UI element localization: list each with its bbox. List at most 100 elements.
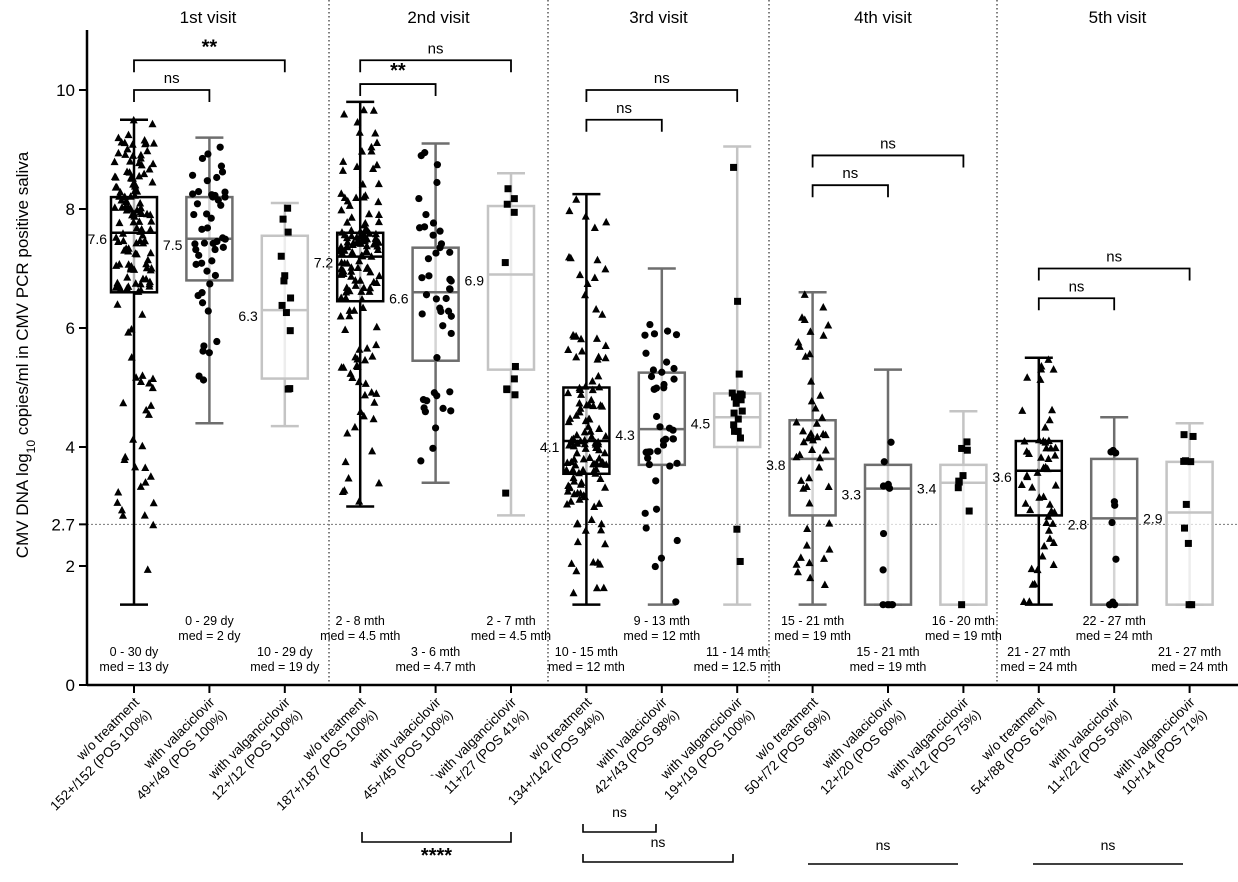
data-point [146, 248, 155, 257]
data-point [213, 337, 221, 346]
data-point [138, 274, 147, 283]
data-point [816, 453, 825, 462]
data-point [358, 251, 367, 260]
data-point [347, 226, 356, 234]
data-point [110, 203, 119, 211]
median-label: 6.9 [465, 272, 485, 288]
data-point [590, 223, 599, 232]
data-point [206, 280, 214, 288]
data-point [1044, 436, 1053, 444]
data-point [563, 458, 572, 467]
data-point [193, 200, 202, 208]
median-label: 7.5 [163, 237, 183, 253]
data-point [374, 238, 383, 246]
data-point [503, 200, 511, 208]
data-point [127, 353, 136, 361]
data-point [585, 453, 594, 462]
data-point [802, 541, 811, 549]
data-point [568, 465, 577, 474]
bracket-line [359, 83, 437, 97]
data-point [808, 445, 817, 454]
range-label: 21 - 27 mth [1158, 645, 1221, 659]
bracket-line [361, 832, 512, 843]
data-points [954, 438, 973, 609]
data-point [592, 304, 601, 313]
data-point [581, 290, 590, 299]
data-point [354, 377, 363, 386]
data-point [581, 382, 590, 390]
data-point [358, 294, 367, 303]
data-point [337, 258, 346, 266]
bottom-significance-bracket: ns [1033, 837, 1183, 865]
bracket-label: ns [428, 40, 444, 57]
data-point [345, 311, 354, 320]
median-label: 7.2 [314, 255, 334, 271]
data-point [148, 383, 157, 392]
data-point [131, 279, 140, 287]
data-point [123, 273, 132, 281]
data-point [572, 352, 581, 361]
data-point [569, 330, 578, 339]
data-point [418, 310, 426, 318]
data-point [800, 290, 809, 298]
data-point [581, 444, 590, 452]
data-point [359, 283, 368, 292]
data-point [652, 412, 661, 421]
data-point [351, 281, 360, 289]
data-point [281, 272, 289, 280]
data-point [584, 414, 593, 423]
data-point [601, 341, 610, 350]
data-point [565, 206, 574, 215]
data-point [146, 472, 155, 480]
data-point [117, 137, 126, 146]
panel-title: 1st visit [180, 8, 237, 27]
data-point [351, 352, 360, 361]
data-point [367, 388, 376, 396]
data-point [802, 482, 811, 491]
data-point [1044, 526, 1053, 534]
data-point [820, 554, 829, 562]
data-point [821, 430, 830, 439]
data-point [1038, 551, 1047, 560]
data-point [888, 601, 897, 609]
data-points [792, 290, 834, 588]
data-point [807, 396, 816, 405]
data-point [887, 438, 895, 446]
data-point [732, 399, 740, 407]
data-point [811, 404, 820, 412]
data-point [590, 273, 599, 282]
median-label: 3.4 [917, 481, 937, 497]
data-point [436, 304, 444, 312]
data-point [135, 158, 144, 167]
data-point [372, 160, 381, 169]
data-point [110, 157, 119, 166]
data-point [284, 204, 292, 212]
data-point [579, 465, 588, 474]
data-point [192, 260, 200, 268]
panel-title: 5th visit [1089, 8, 1147, 27]
y-tick-label: 4 [66, 438, 75, 457]
data-point [662, 435, 670, 443]
data-point [147, 217, 156, 225]
data-point [439, 404, 447, 413]
data-point [145, 277, 154, 286]
range-label: 0 - 29 dy [185, 614, 234, 628]
bracket-line [811, 184, 889, 198]
data-point [372, 278, 381, 286]
data-point [963, 446, 971, 454]
median-duration-label: med = 4.5 mth [471, 629, 551, 643]
data-point [200, 239, 209, 247]
data-point [575, 407, 584, 416]
data-point [277, 252, 285, 260]
data-point [357, 147, 366, 155]
data-point [798, 313, 807, 321]
data-point [116, 187, 125, 196]
data-point [135, 171, 144, 180]
data-point [129, 115, 138, 124]
data-point [211, 245, 219, 254]
data-point [359, 411, 368, 420]
data-point [652, 477, 660, 485]
data-point [362, 246, 371, 255]
median-duration-label: med = 24 mth [1151, 660, 1228, 674]
data-point [279, 215, 287, 223]
